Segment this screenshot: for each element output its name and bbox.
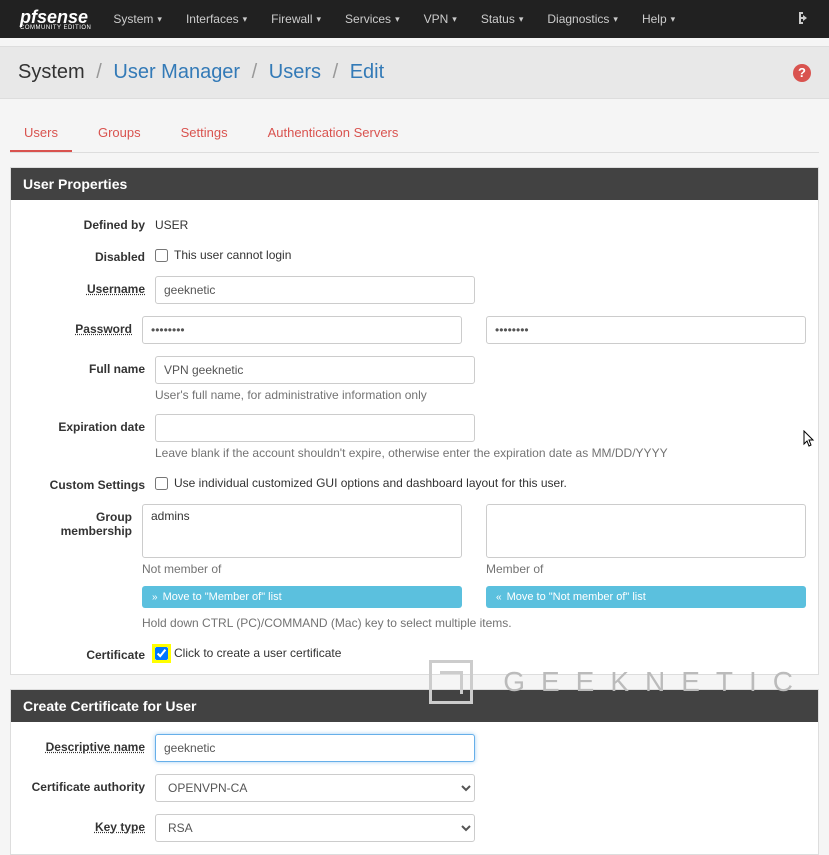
breadcrumb-users[interactable]: Users bbox=[269, 61, 321, 83]
breadcrumb-root: System bbox=[18, 61, 85, 83]
ca-select[interactable]: OPENVPN-CA bbox=[155, 774, 475, 802]
caret-down-icon: ▾ bbox=[243, 14, 248, 25]
disabled-checkbox-label: This user cannot login bbox=[174, 248, 291, 262]
expiration-help: Leave blank if the account shouldn't exp… bbox=[155, 446, 806, 460]
group-help: Hold down CTRL (PC)/COMMAND (Mac) key to… bbox=[142, 616, 806, 630]
caret-down-icon: ▾ bbox=[317, 14, 322, 25]
nav-system[interactable]: System▾ bbox=[101, 0, 174, 38]
move-to-notmember-button[interactable]: « Move to "Not member of" list bbox=[486, 586, 806, 608]
move-to-member-button[interactable]: » Move to "Member of" list bbox=[142, 586, 462, 608]
custom-checkbox[interactable] bbox=[155, 477, 168, 490]
not-member-listbox[interactable]: admins bbox=[142, 504, 462, 558]
panel-heading-cert: Create Certificate for User bbox=[11, 690, 818, 722]
panel-heading-userprops: User Properties bbox=[11, 168, 818, 200]
top-navbar: pfsense COMMUNITY EDITION System▾ Interf… bbox=[0, 0, 829, 38]
disabled-checkbox-row[interactable]: This user cannot login bbox=[155, 244, 806, 262]
member-listbox[interactable] bbox=[486, 504, 806, 558]
password-confirm-input[interactable] bbox=[486, 316, 806, 344]
caret-down-icon: ▾ bbox=[613, 14, 618, 25]
expiration-input[interactable] bbox=[155, 414, 475, 442]
custom-checkbox-label: Use individual customized GUI options an… bbox=[174, 476, 567, 490]
label-ca: Certificate authority bbox=[23, 774, 155, 794]
chevrons-left-icon: « bbox=[496, 592, 502, 603]
label-definedby: Defined by bbox=[23, 212, 155, 232]
caret-down-icon: ▾ bbox=[671, 14, 676, 25]
caret-down-icon: ▾ bbox=[452, 14, 457, 25]
brand-name: pfsense bbox=[20, 7, 88, 27]
caret-down-icon: ▾ bbox=[395, 14, 400, 25]
tab-settings[interactable]: Settings bbox=[167, 115, 242, 152]
fullname-help: User's full name, for administrative inf… bbox=[155, 388, 806, 402]
breadcrumb: System / User Manager / Users / Edit bbox=[18, 61, 793, 84]
user-properties-panel: User Properties Defined by USER Disabled… bbox=[10, 167, 819, 675]
nav-interfaces[interactable]: Interfaces▾ bbox=[174, 0, 259, 38]
label-fullname: Full name bbox=[23, 356, 155, 376]
chevrons-right-icon: » bbox=[152, 592, 158, 603]
nav-vpn[interactable]: VPN▾ bbox=[412, 0, 469, 38]
label-expiration: Expiration date bbox=[23, 414, 155, 434]
certificate-checkbox-label: Click to create a user certificate bbox=[174, 646, 341, 660]
tab-users[interactable]: Users bbox=[10, 115, 72, 152]
not-member-caption: Not member of bbox=[142, 562, 462, 576]
nav-services[interactable]: Services▾ bbox=[333, 0, 412, 38]
label-custom: Custom Settings bbox=[23, 472, 155, 492]
label-descname: Descriptive name bbox=[23, 734, 155, 754]
custom-checkbox-row[interactable]: Use individual customized GUI options an… bbox=[155, 472, 806, 490]
label-keytype: Key type bbox=[23, 814, 155, 834]
label-password: Password bbox=[23, 316, 142, 336]
username-input[interactable] bbox=[155, 276, 475, 304]
tab-groups[interactable]: Groups bbox=[84, 115, 155, 152]
nav-menu: System▾ Interfaces▾ Firewall▾ Services▾ … bbox=[101, 0, 783, 38]
create-certificate-panel: Create Certificate for User Descriptive … bbox=[10, 689, 819, 855]
member-caption: Member of bbox=[486, 562, 806, 576]
password-input[interactable] bbox=[142, 316, 462, 344]
tab-auth-servers[interactable]: Authentication Servers bbox=[254, 115, 413, 152]
fullname-input[interactable] bbox=[155, 356, 475, 384]
certificate-checkbox-row[interactable]: Click to create a user certificate bbox=[155, 642, 806, 660]
disabled-checkbox[interactable] bbox=[155, 249, 168, 262]
nav-help[interactable]: Help▾ bbox=[630, 0, 687, 38]
label-certificate: Certificate bbox=[23, 642, 155, 662]
breadcrumb-bar: System / User Manager / Users / Edit ? bbox=[0, 46, 829, 99]
descname-input[interactable] bbox=[155, 734, 475, 762]
nav-status[interactable]: Status▾ bbox=[469, 0, 536, 38]
list-item[interactable]: admins bbox=[151, 509, 453, 523]
label-disabled: Disabled bbox=[23, 244, 155, 264]
caret-down-icon: ▾ bbox=[519, 14, 524, 25]
label-group: Group membership bbox=[23, 504, 142, 538]
label-username: Username bbox=[23, 276, 155, 296]
brand-logo[interactable]: pfsense COMMUNITY EDITION bbox=[10, 7, 101, 31]
keytype-select[interactable]: RSA bbox=[155, 814, 475, 842]
tabs: Users Groups Settings Authentication Ser… bbox=[10, 115, 819, 153]
nav-firewall[interactable]: Firewall▾ bbox=[259, 0, 333, 38]
nav-diagnostics[interactable]: Diagnostics▾ bbox=[535, 0, 630, 38]
breadcrumb-edit[interactable]: Edit bbox=[350, 61, 384, 83]
certificate-checkbox[interactable] bbox=[155, 647, 168, 660]
caret-down-icon: ▾ bbox=[157, 14, 162, 25]
help-icon[interactable]: ? bbox=[793, 64, 811, 82]
value-definedby: USER bbox=[155, 212, 806, 232]
brand-edition: COMMUNITY EDITION bbox=[20, 25, 91, 31]
breadcrumb-usermanager[interactable]: User Manager bbox=[113, 61, 240, 83]
logout-icon[interactable] bbox=[783, 10, 819, 29]
